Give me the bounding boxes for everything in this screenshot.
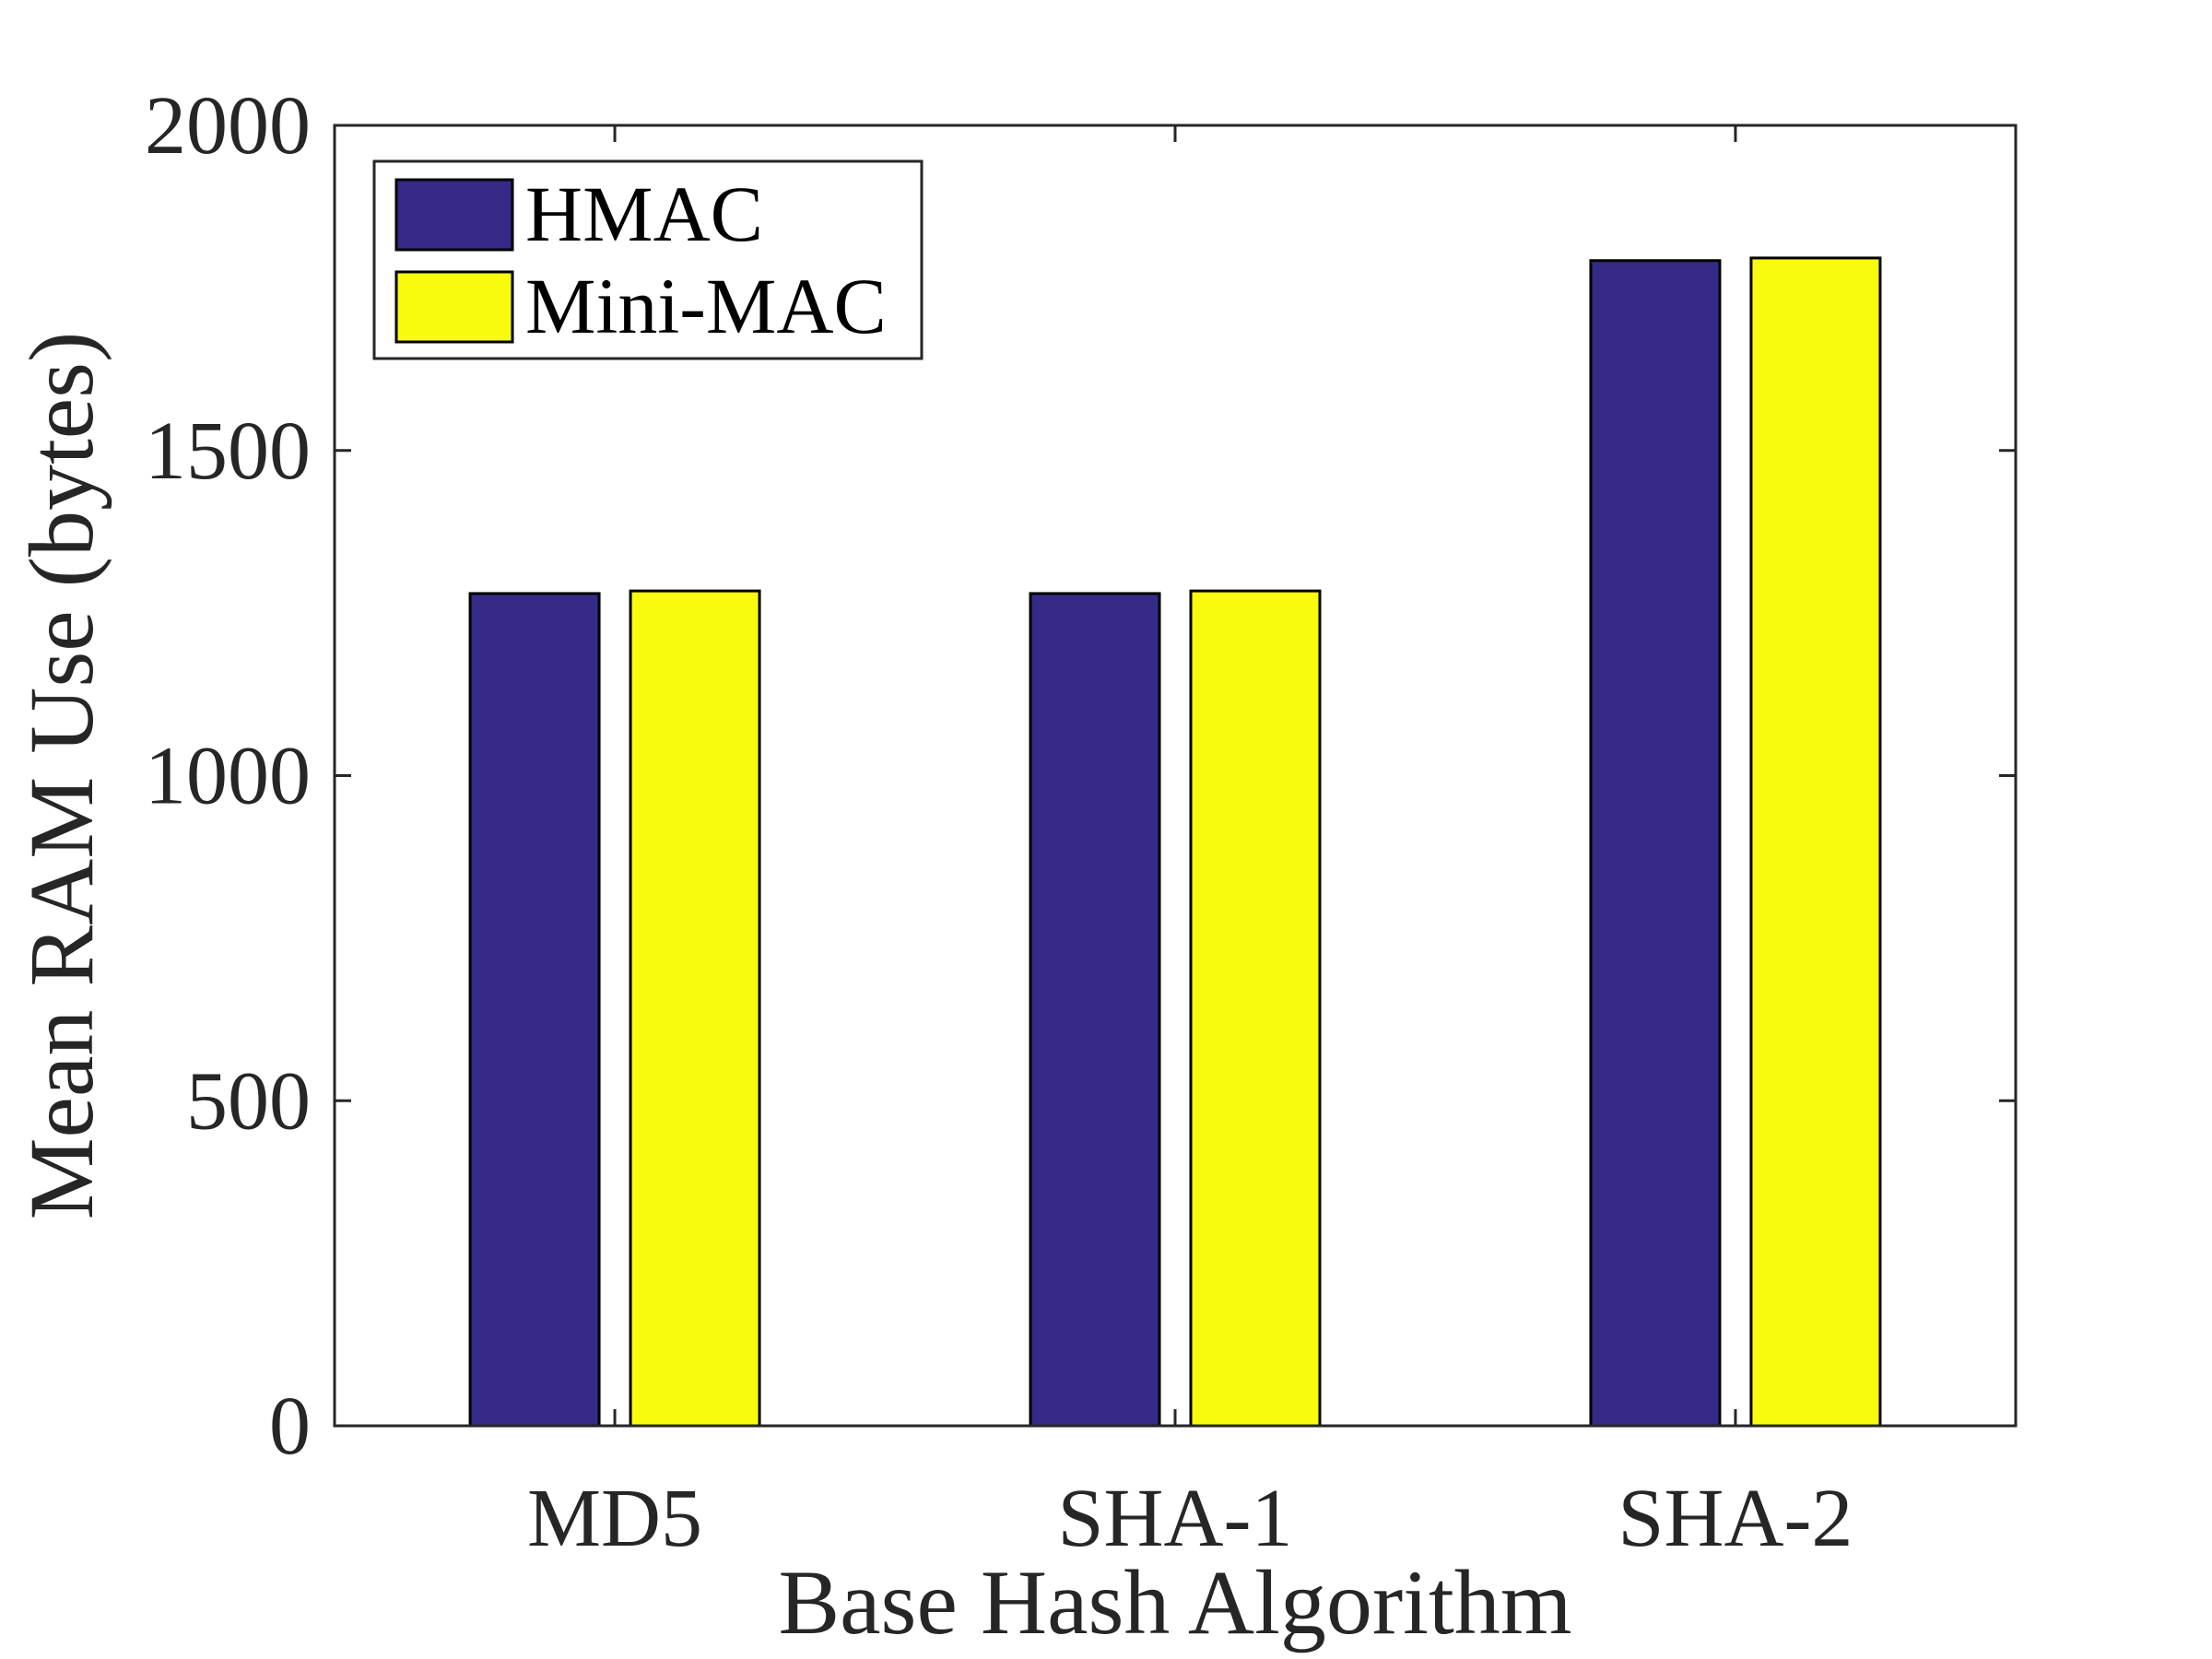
y-tick-label: 1000 — [145, 731, 311, 822]
y-tick-label: 1500 — [145, 406, 311, 497]
bar-mini-mac-md5 — [629, 589, 761, 1428]
x-tick-label: MD5 — [527, 1473, 702, 1564]
x-axis-title: Base Hash Algorithm — [778, 1551, 1571, 1653]
y-tick-label: 500 — [186, 1055, 311, 1147]
y-tick-label: 2000 — [145, 80, 311, 171]
x-tick-label: SHA-2 — [1618, 1473, 1853, 1564]
bar-mini-mac-sha-2 — [1749, 256, 1882, 1428]
legend-swatch-mini-mac — [394, 270, 514, 344]
bar-hmac-sha-2 — [1589, 259, 1722, 1428]
y-tick-label: 0 — [269, 1381, 311, 1472]
legend-label-hmac: HMAC — [525, 170, 763, 258]
bars-group — [468, 256, 1882, 1428]
bar-mini-mac-sha-1 — [1189, 589, 1322, 1428]
x-tick-label: SHA-1 — [1057, 1473, 1292, 1564]
legend-label-mini-mac: Mini-MAC — [525, 262, 887, 350]
y-axis-title: Mean RAM Use (bytes) — [10, 332, 112, 1220]
bar-hmac-sha-1 — [1029, 592, 1161, 1428]
axes-group: 0 500 1000 1500 2000 MD5 SHA-1 SHA-2 — [145, 80, 2018, 1564]
bar-hmac-md5 — [468, 592, 601, 1428]
legend-swatch-hmac — [394, 178, 514, 252]
